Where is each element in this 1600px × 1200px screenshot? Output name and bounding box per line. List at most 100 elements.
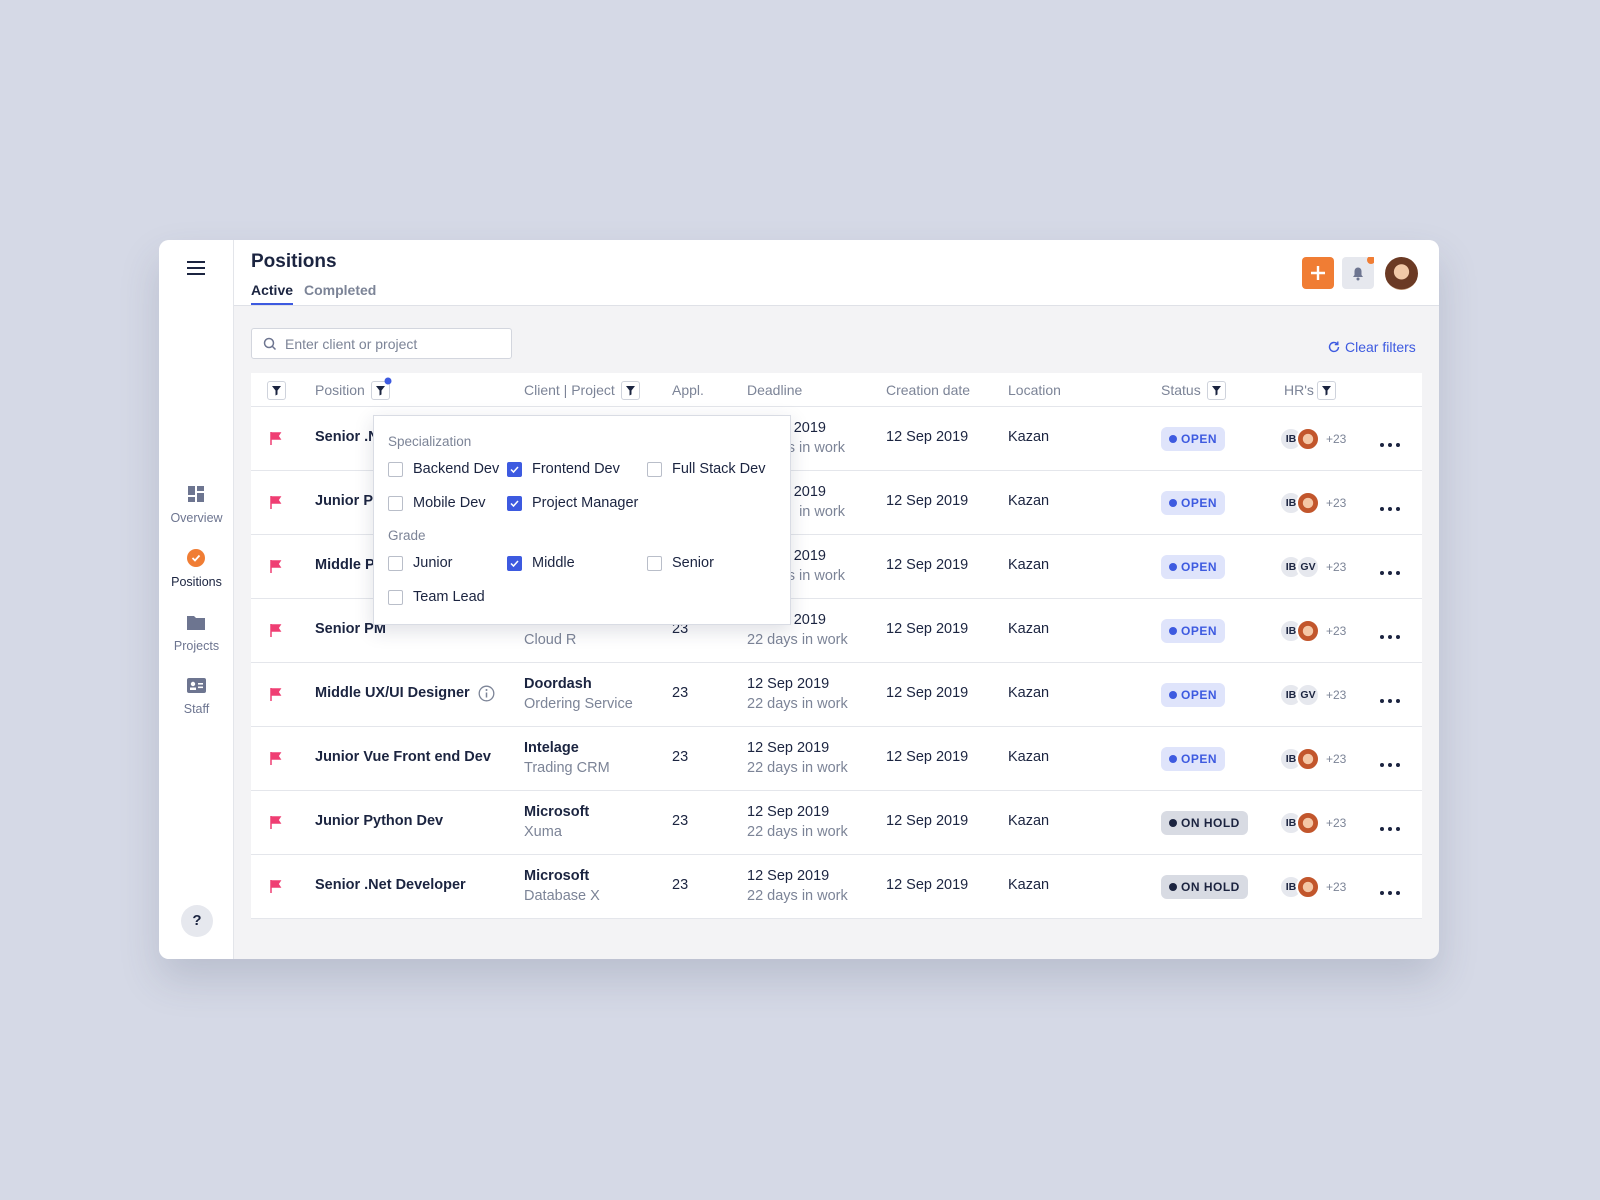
more-hrs: +23 xyxy=(1326,560,1347,574)
search-placeholder: Enter client or project xyxy=(285,336,418,352)
days-in-work: 22 days in work xyxy=(747,824,848,840)
nav-label: Staff xyxy=(183,702,210,716)
help-button[interactable]: ? xyxy=(181,905,213,937)
column-header: HR's xyxy=(1284,382,1314,398)
checkbox[interactable] xyxy=(647,556,662,571)
nav-item[interactable]: Projects xyxy=(159,613,234,663)
checkbox[interactable] xyxy=(507,462,522,477)
table-row[interactable]: Junior Python Dev Microsoft Xuma 23 12 Sep 2… xyxy=(251,791,1422,855)
table-row[interactable]: Senior PM Cloud R 23 2019 22 days in work 12 … xyxy=(251,599,1422,663)
filter-button[interactable] xyxy=(1317,381,1336,400)
table-row[interactable]: Middle Pr 2019 s in work 12 Sep 2019 Kazan OP… xyxy=(251,535,1422,599)
position-name: Senior .Net Developer xyxy=(315,877,466,893)
checkbox-label[interactable]: Backend Dev xyxy=(413,461,500,477)
table-row[interactable]: Middle UX/UI Designer Doordash Ordering Se… xyxy=(251,663,1422,727)
days-in-work: 22 days in work xyxy=(747,696,848,712)
add-button[interactable] xyxy=(1302,257,1334,289)
checkbox[interactable] xyxy=(507,496,522,511)
nav-item[interactable]: Overview xyxy=(159,485,234,535)
status-dot xyxy=(1169,499,1177,507)
status-badge: OPEN xyxy=(1161,747,1226,771)
hr-photo xyxy=(1296,491,1320,515)
positions-table: Position Client | Project Appl. Deadline… xyxy=(251,373,1422,919)
project-name: Cloud R xyxy=(524,632,577,648)
table-row[interactable]: Senior .N 2019 s in work 12 Sep 2019 Kazan OP… xyxy=(251,407,1422,471)
checkbox[interactable] xyxy=(507,556,522,571)
search-box[interactable]: Enter client or project xyxy=(251,328,512,359)
row-menu[interactable] xyxy=(1379,435,1401,453)
filter-button[interactable] xyxy=(371,377,392,400)
checkbox[interactable] xyxy=(388,590,403,605)
more-hrs: +23 xyxy=(1326,880,1347,894)
hr-avatar: GV xyxy=(1296,683,1320,707)
menu-icon[interactable] xyxy=(187,261,205,275)
checkbox-label[interactable]: Team Lead xyxy=(413,589,485,605)
creation-date: 12 Sep 2019 xyxy=(886,813,969,829)
row-menu[interactable] xyxy=(1379,563,1401,581)
table-header xyxy=(251,373,1422,407)
checkbox[interactable] xyxy=(388,496,403,511)
row-menu[interactable] xyxy=(1379,499,1401,517)
checkbox-label[interactable]: Junior xyxy=(413,555,453,571)
checkbox-label[interactable]: Senior xyxy=(672,555,714,571)
tab[interactable]: Active xyxy=(251,282,294,305)
applications: 23 xyxy=(672,621,689,637)
location: Kazan xyxy=(1008,749,1050,765)
flag-icon xyxy=(270,496,282,514)
status-badge: OPEN xyxy=(1161,555,1226,579)
checkbox-label[interactable]: Middle xyxy=(532,555,575,571)
table-row[interactable]: Senior .Net Developer Microsoft Database X… xyxy=(251,855,1422,919)
nav-label: Positions xyxy=(171,575,222,589)
filter-button[interactable] xyxy=(267,381,286,400)
flag-icon xyxy=(270,432,282,450)
position-name: Middle Pr xyxy=(315,557,381,573)
deadline: 12 Sep 2019 xyxy=(747,804,830,820)
days-in-work: s in work xyxy=(787,440,845,456)
hr-photo xyxy=(1296,747,1320,771)
row-menu[interactable] xyxy=(1379,755,1401,773)
checkbox[interactable] xyxy=(647,462,662,477)
position-name: Junior Python Dev xyxy=(315,813,444,829)
flag-icon xyxy=(270,560,282,578)
clear-filters[interactable]: Clear filters xyxy=(1327,339,1416,355)
creation-date: 12 Sep 2019 xyxy=(886,621,969,637)
nav-icon xyxy=(187,549,205,567)
status-label: ON HOLD xyxy=(1181,880,1240,894)
nav-item[interactable]: Staff xyxy=(159,676,234,726)
checkbox-label[interactable]: Project Manager xyxy=(532,495,639,511)
row-menu[interactable] xyxy=(1379,691,1401,709)
position-name: Senior PM xyxy=(315,621,386,637)
filter-popup: Specialization Backend Dev Frontend Dev Ful… xyxy=(373,415,791,625)
nav-item[interactable]: Positions xyxy=(159,549,234,599)
checkbox-label[interactable]: Frontend Dev xyxy=(532,461,620,477)
table-row[interactable]: Junior Vue Front end Dev Intelage Trading … xyxy=(251,727,1422,791)
applications: 23 xyxy=(672,685,689,701)
notifications-button[interactable] xyxy=(1342,256,1375,289)
status-label: OPEN xyxy=(1181,496,1218,510)
status-dot xyxy=(1169,563,1177,571)
filter-button[interactable] xyxy=(621,381,640,400)
checkbox[interactable] xyxy=(388,556,403,571)
applications: 23 xyxy=(672,877,689,893)
flag-icon xyxy=(270,816,282,834)
tab[interactable]: Completed xyxy=(304,282,377,298)
nav-icon xyxy=(187,616,205,630)
table-row[interactable]: Junior Py 2019 in work 12 Sep 2019 Kazan OPEN… xyxy=(251,471,1422,535)
row-menu[interactable] xyxy=(1379,883,1401,901)
filter-button[interactable] xyxy=(1207,381,1226,400)
status-label: OPEN xyxy=(1181,560,1218,574)
checkbox[interactable] xyxy=(388,462,403,477)
user-avatar[interactable] xyxy=(1385,257,1418,290)
status-badge: OPEN xyxy=(1161,427,1226,451)
checkbox-label[interactable]: Full Stack Dev xyxy=(672,461,766,477)
row-menu[interactable] xyxy=(1379,627,1401,645)
project-name: Database X xyxy=(524,888,600,904)
status-badge: ON HOLD xyxy=(1161,811,1248,835)
nav-label: Overview xyxy=(170,511,223,525)
creation-date: 12 Sep 2019 xyxy=(886,557,969,573)
project-name: Xuma xyxy=(524,824,562,840)
deadline: 2019 xyxy=(793,548,826,564)
checkbox-label[interactable]: Mobile Dev xyxy=(413,495,486,511)
status-dot xyxy=(1169,435,1177,443)
row-menu[interactable] xyxy=(1379,819,1401,837)
